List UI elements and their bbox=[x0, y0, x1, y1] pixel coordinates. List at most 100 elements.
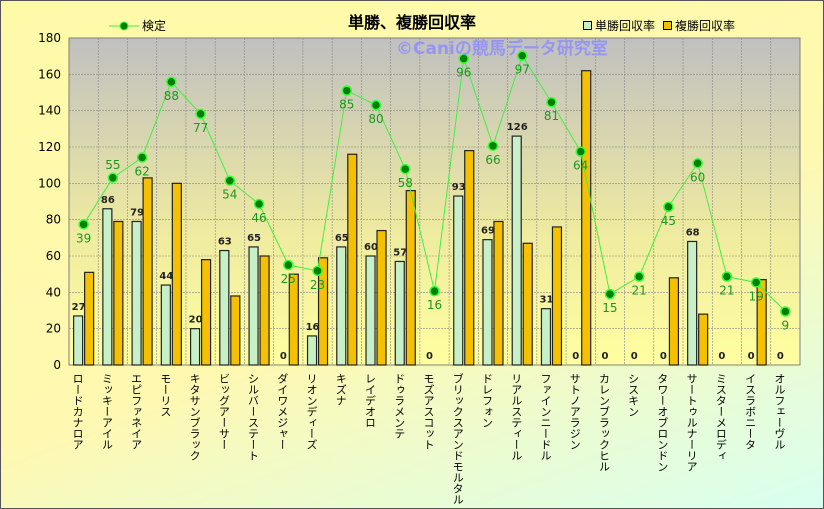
y-tick-label: 140 bbox=[38, 104, 61, 118]
bar-win-label: 31 bbox=[539, 295, 553, 306]
x-tick-label: タワーオブロンドン bbox=[656, 373, 669, 472]
line-point bbox=[195, 108, 206, 120]
bar-win bbox=[336, 246, 347, 366]
bar-place bbox=[698, 313, 709, 366]
y-tick-label: 160 bbox=[38, 67, 61, 81]
line-point bbox=[224, 175, 236, 186]
legend-label: 検定 bbox=[142, 19, 167, 33]
bar-place bbox=[113, 220, 124, 366]
y-tick-label: 0 bbox=[53, 358, 61, 372]
line-point bbox=[107, 172, 119, 184]
line-point bbox=[166, 76, 177, 88]
bar-win-label: 86 bbox=[101, 195, 115, 206]
line-point bbox=[78, 219, 89, 230]
line-point-label: 21 bbox=[632, 284, 647, 298]
legend-swatch-icon bbox=[583, 21, 592, 30]
bar-win bbox=[482, 239, 493, 366]
bar-win-label: 0 bbox=[280, 351, 287, 362]
x-tick-label: イスラボニータ bbox=[744, 373, 757, 450]
line-point-label: 97 bbox=[515, 63, 530, 77]
bar-win-label: 65 bbox=[335, 233, 349, 244]
bar-win-label: 60 bbox=[364, 242, 378, 253]
bar-win bbox=[453, 195, 464, 366]
x-tick-label: リアルスティール bbox=[510, 373, 523, 461]
bar-win-label: 0 bbox=[426, 351, 433, 362]
x-tick-label: キタサンブラック bbox=[188, 373, 201, 461]
bar-win bbox=[189, 328, 201, 366]
line-point-label: 77 bbox=[193, 121, 208, 135]
x-tick-label: サートゥルナーリア bbox=[685, 373, 698, 472]
y-tick-label: 120 bbox=[38, 140, 61, 154]
x-tick-label: シルバーステート bbox=[247, 373, 260, 461]
legend-bar1: 単勝回収率 bbox=[583, 17, 655, 34]
chart-title: 単勝、複勝回収率 bbox=[347, 13, 476, 32]
x-tick-label: エピファネイア bbox=[130, 373, 143, 450]
bar-win bbox=[248, 246, 259, 366]
bar-win-label: 0 bbox=[572, 351, 579, 362]
line-point bbox=[633, 271, 645, 282]
bar-win bbox=[73, 315, 84, 366]
legend-line: 検定 bbox=[109, 17, 166, 34]
line-point bbox=[780, 306, 791, 317]
y-tick-label: 40 bbox=[46, 285, 61, 299]
legend-bar2: 複勝回収率 bbox=[663, 17, 735, 34]
bar-win-label: 20 bbox=[189, 315, 203, 326]
bar-place bbox=[259, 255, 270, 366]
line-point bbox=[750, 277, 762, 288]
line-point-label: 39 bbox=[76, 231, 91, 245]
x-tick-label: カレンブラックヒル bbox=[597, 373, 610, 472]
bar-win-label: 0 bbox=[631, 351, 638, 362]
bar-place bbox=[288, 273, 299, 366]
watermark: ©Caniの競馬データ研究室 bbox=[396, 39, 608, 59]
bar-win bbox=[160, 284, 171, 366]
line-point-label: 81 bbox=[544, 109, 559, 123]
bar-win-label: 65 bbox=[247, 233, 261, 244]
line-point-label: 19 bbox=[748, 289, 763, 303]
bar-win bbox=[131, 220, 142, 366]
bar-win-label: 0 bbox=[601, 351, 608, 362]
line-point-label: 46 bbox=[251, 211, 266, 225]
bar-win-label: 44 bbox=[159, 271, 173, 282]
legend-label: 複勝回収率 bbox=[675, 19, 736, 33]
bar-place bbox=[581, 70, 592, 366]
line-point bbox=[663, 201, 674, 213]
bar-win bbox=[394, 260, 405, 366]
bar-win bbox=[102, 208, 113, 366]
x-tick-label: モーリス bbox=[159, 373, 172, 417]
line-point bbox=[253, 198, 265, 210]
bar-win-label: 0 bbox=[660, 351, 667, 362]
bar-win-label: 16 bbox=[306, 322, 320, 333]
line-point bbox=[136, 152, 148, 163]
x-tick-label: モズアスコット bbox=[422, 373, 435, 450]
x-tick-label: シスキン bbox=[627, 373, 640, 417]
bar-place bbox=[376, 229, 387, 366]
bar-win-label: 57 bbox=[393, 247, 407, 258]
line-point-label: 58 bbox=[398, 176, 413, 190]
line-point bbox=[516, 50, 528, 61]
x-tick-label: ミスターメロディ bbox=[714, 373, 727, 461]
bar-win bbox=[365, 255, 376, 366]
line-point bbox=[429, 285, 440, 297]
line-point bbox=[575, 146, 586, 157]
x-tick-label: リオンディーズ bbox=[305, 373, 318, 450]
legend-label: 単勝回収率 bbox=[595, 19, 656, 33]
x-tick-label: サトノアラジン bbox=[568, 373, 581, 450]
line-point-label: 85 bbox=[339, 98, 354, 112]
line-point-label: 62 bbox=[134, 164, 149, 178]
bar-win bbox=[511, 135, 522, 366]
bar-win-label: 68 bbox=[686, 227, 700, 238]
bar-win-label: 27 bbox=[72, 302, 86, 313]
bar-win-label: 126 bbox=[507, 122, 528, 133]
line-point-label: 60 bbox=[690, 170, 705, 184]
x-tick-label: ブリックスアンドモルタル bbox=[451, 372, 464, 505]
line-point bbox=[341, 85, 353, 96]
line-point bbox=[487, 140, 499, 152]
line-point bbox=[604, 288, 616, 300]
bar-place bbox=[405, 190, 416, 366]
legend-line-marker-icon bbox=[109, 21, 139, 30]
bar-win bbox=[306, 335, 318, 366]
x-tick-label: ドゥラメンテ bbox=[393, 373, 406, 439]
line-point-label: 54 bbox=[222, 188, 237, 202]
x-tick-label: ミッキーアイル bbox=[100, 373, 113, 450]
